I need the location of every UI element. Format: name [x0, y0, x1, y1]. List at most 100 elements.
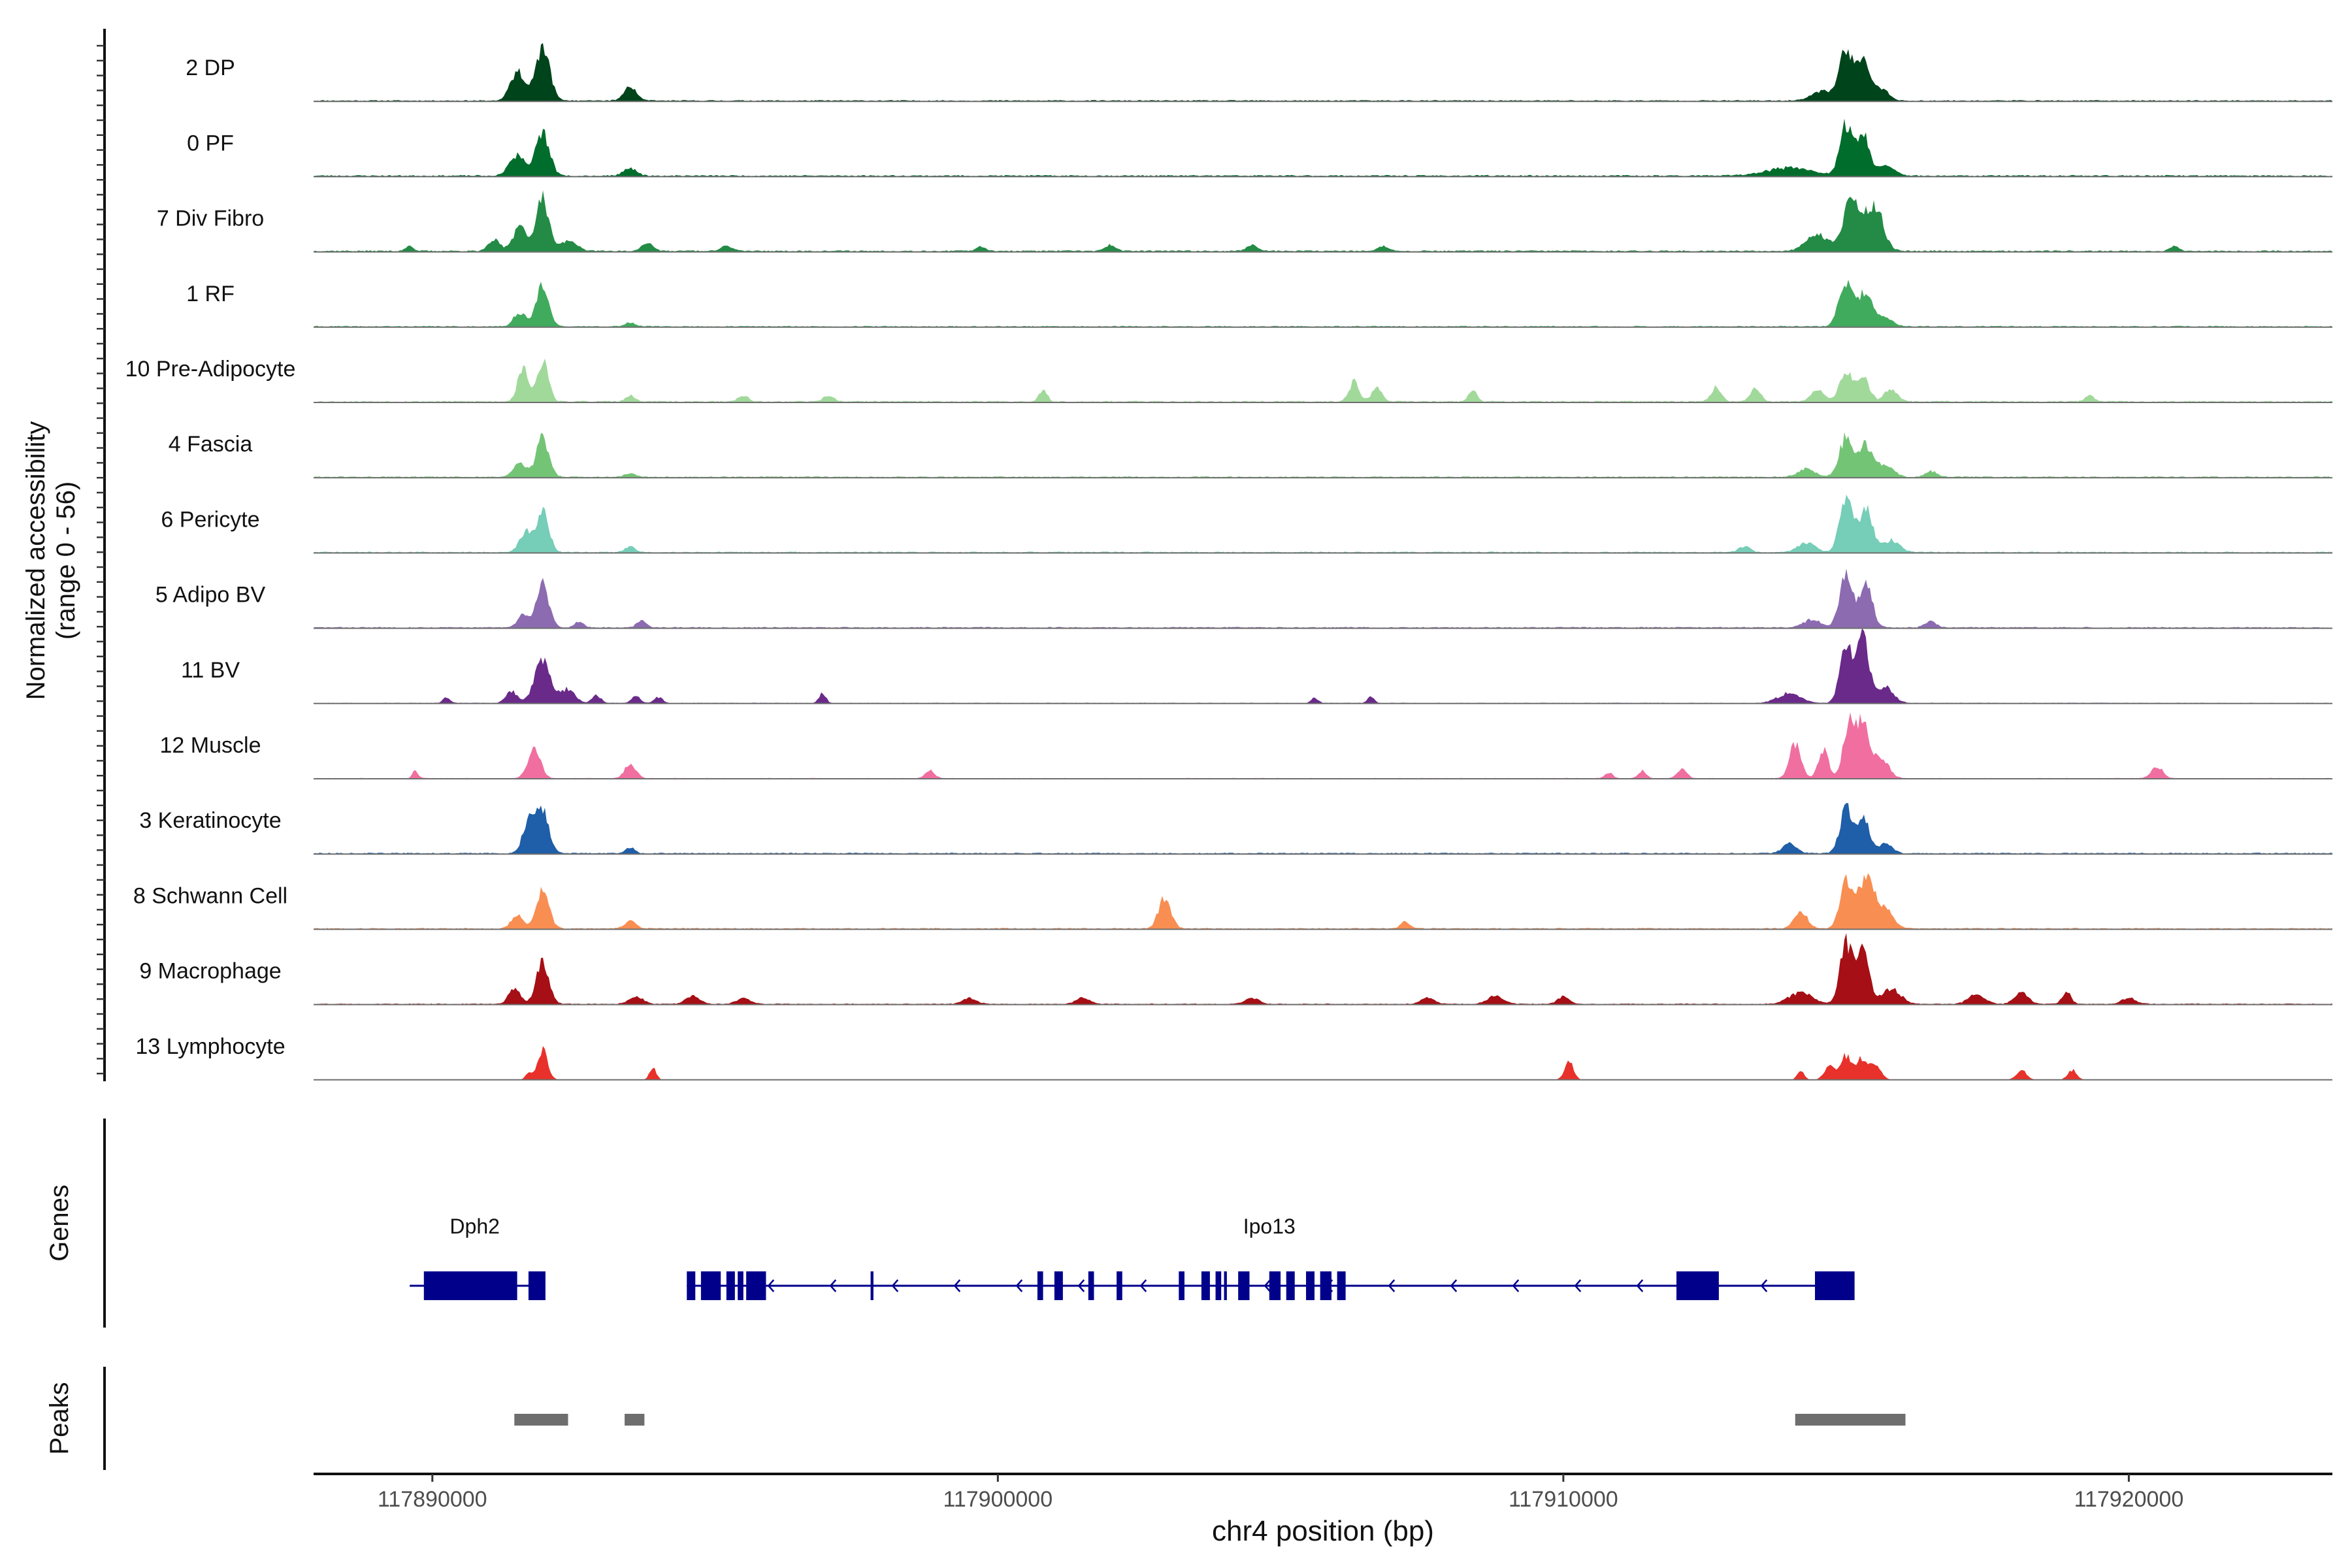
peak-region	[1795, 1414, 1906, 1426]
track-5: 10 Pre-Adipocyte	[125, 357, 2332, 403]
track-2: 0 PF	[187, 118, 2332, 178]
gene-exon	[700, 1271, 721, 1300]
strand-arrow	[1388, 1279, 1396, 1292]
track-label: 5 Adipo BV	[155, 583, 266, 608]
coverage-area	[314, 280, 2332, 327]
genes-axis-label: Genes	[45, 1184, 74, 1262]
strand-arrow	[767, 1279, 775, 1292]
track-8: 5 Adipo BV	[155, 568, 2332, 629]
coverage-y-axis	[97, 29, 106, 1081]
x-tick-label: 117890000	[378, 1487, 487, 1512]
track-6: 4 Fascia	[169, 432, 2332, 479]
x-tick-label: 117920000	[2074, 1487, 2184, 1512]
gene-dph2: Dph2	[410, 1215, 546, 1300]
peak-region	[514, 1414, 568, 1426]
gene-exon	[1676, 1271, 1719, 1300]
strand-arrow	[1574, 1279, 1582, 1292]
strand-arrow	[1015, 1279, 1023, 1292]
gene-exon	[1224, 1271, 1227, 1300]
gene-exon	[738, 1271, 743, 1300]
coverage-area	[314, 118, 2332, 177]
x-axis: 117890000 117900000 117910000 117920000	[314, 1473, 2332, 1512]
gene-exon	[1269, 1271, 1281, 1300]
track-label: 4 Fascia	[169, 432, 253, 457]
gene-exon	[1337, 1271, 1346, 1300]
track-label: 6 Pericyte	[161, 507, 259, 532]
gene-exon	[870, 1271, 874, 1300]
strand-arrow	[1139, 1279, 1147, 1292]
track-14: 13 Lymphocyte	[135, 1034, 2332, 1081]
gene-exon	[726, 1271, 735, 1300]
gene-label: Dph2	[449, 1215, 500, 1238]
y-axis-range-label: (range 0 - 56)	[52, 482, 80, 640]
strand-arrow	[1636, 1279, 1644, 1292]
gene-label: Ipo13	[1243, 1215, 1296, 1238]
gene-exon	[1238, 1271, 1250, 1300]
strand-arrow	[891, 1279, 899, 1292]
track-label: 12 Muscle	[160, 733, 261, 758]
strand-arrow	[1077, 1279, 1085, 1292]
strand-arrow	[953, 1279, 961, 1292]
gene-ipo13: Ipo13	[687, 1215, 1855, 1300]
gene-exon	[746, 1271, 766, 1300]
x-tick-label: 117900000	[943, 1487, 1053, 1512]
gene-exon	[1815, 1271, 1855, 1300]
gene-exon	[1215, 1271, 1222, 1300]
track-12: 8 Schwann Cell	[133, 873, 2332, 930]
coverage-area	[314, 628, 2332, 704]
track-1: 2 DP	[186, 42, 2332, 103]
track-11: 3 Keratinocyte	[139, 803, 2332, 855]
coverage-area	[314, 873, 2332, 930]
y-axis-label: Normalized accessibility	[22, 421, 50, 700]
peaks-track	[514, 1414, 1906, 1426]
strand-arrow	[1760, 1279, 1768, 1292]
track-label: 3 Keratinocyte	[139, 808, 281, 833]
peaks-axis-label: Peaks	[45, 1382, 74, 1454]
coverage-area	[314, 712, 2332, 779]
track-9: 11 BV	[181, 628, 2332, 704]
gene-exon	[1179, 1271, 1184, 1300]
coverage-area	[314, 933, 2332, 1005]
gene-exon	[423, 1271, 517, 1300]
strand-arrow	[1450, 1279, 1458, 1292]
track-13: 9 Macrophage	[139, 933, 2332, 1005]
gene-exon	[1088, 1271, 1094, 1300]
track-label: 11 BV	[181, 658, 240, 683]
gene-exon	[1117, 1271, 1122, 1300]
track-label: 7 Div Fibro	[157, 206, 264, 231]
track-7: 6 Pericyte	[161, 495, 2332, 554]
coverage-area	[314, 42, 2332, 102]
track-3: 7 Div Fibro	[157, 190, 2332, 253]
track-4: 1 RF	[186, 280, 2332, 328]
gene-annotation-track: Dph2 Ipo13	[410, 1215, 1855, 1300]
x-axis-label: chr4 position (bp)	[1212, 1515, 1434, 1547]
coverage-area	[314, 432, 2332, 478]
track-label: 8 Schwann Cell	[133, 883, 287, 908]
gene-exon	[687, 1271, 696, 1300]
gene-exon	[1201, 1271, 1210, 1300]
gene-exon	[1306, 1271, 1315, 1300]
coverage-area	[314, 358, 2332, 402]
track-label: 1 RF	[186, 282, 235, 306]
gene-exon	[1286, 1271, 1295, 1300]
peak-region	[625, 1414, 645, 1426]
strand-arrow	[1264, 1279, 1271, 1292]
track-label: 10 Pre-Adipocyte	[125, 357, 296, 382]
x-tick-label: 117910000	[1509, 1487, 1618, 1512]
track-label: 2 DP	[186, 56, 235, 80]
track-label: 0 PF	[187, 131, 234, 155]
coverage-area	[314, 190, 2332, 252]
track-label: 9 Macrophage	[139, 959, 281, 984]
gene-exon	[1054, 1271, 1063, 1300]
coverage-area	[314, 1046, 2332, 1080]
gene-exon	[1037, 1271, 1043, 1300]
gene-exon	[528, 1271, 546, 1300]
track-label: 13 Lymphocyte	[135, 1034, 285, 1059]
coverage-tracks: 2 DP 0 PF 7 Div Fibro 1 RF 10 Pre-Adipocyte 4…	[125, 42, 2332, 1081]
strand-arrow	[829, 1279, 837, 1292]
strand-arrow	[1512, 1279, 1520, 1292]
gene-exon	[1320, 1271, 1331, 1300]
track-10: 12 Muscle	[160, 712, 2332, 779]
